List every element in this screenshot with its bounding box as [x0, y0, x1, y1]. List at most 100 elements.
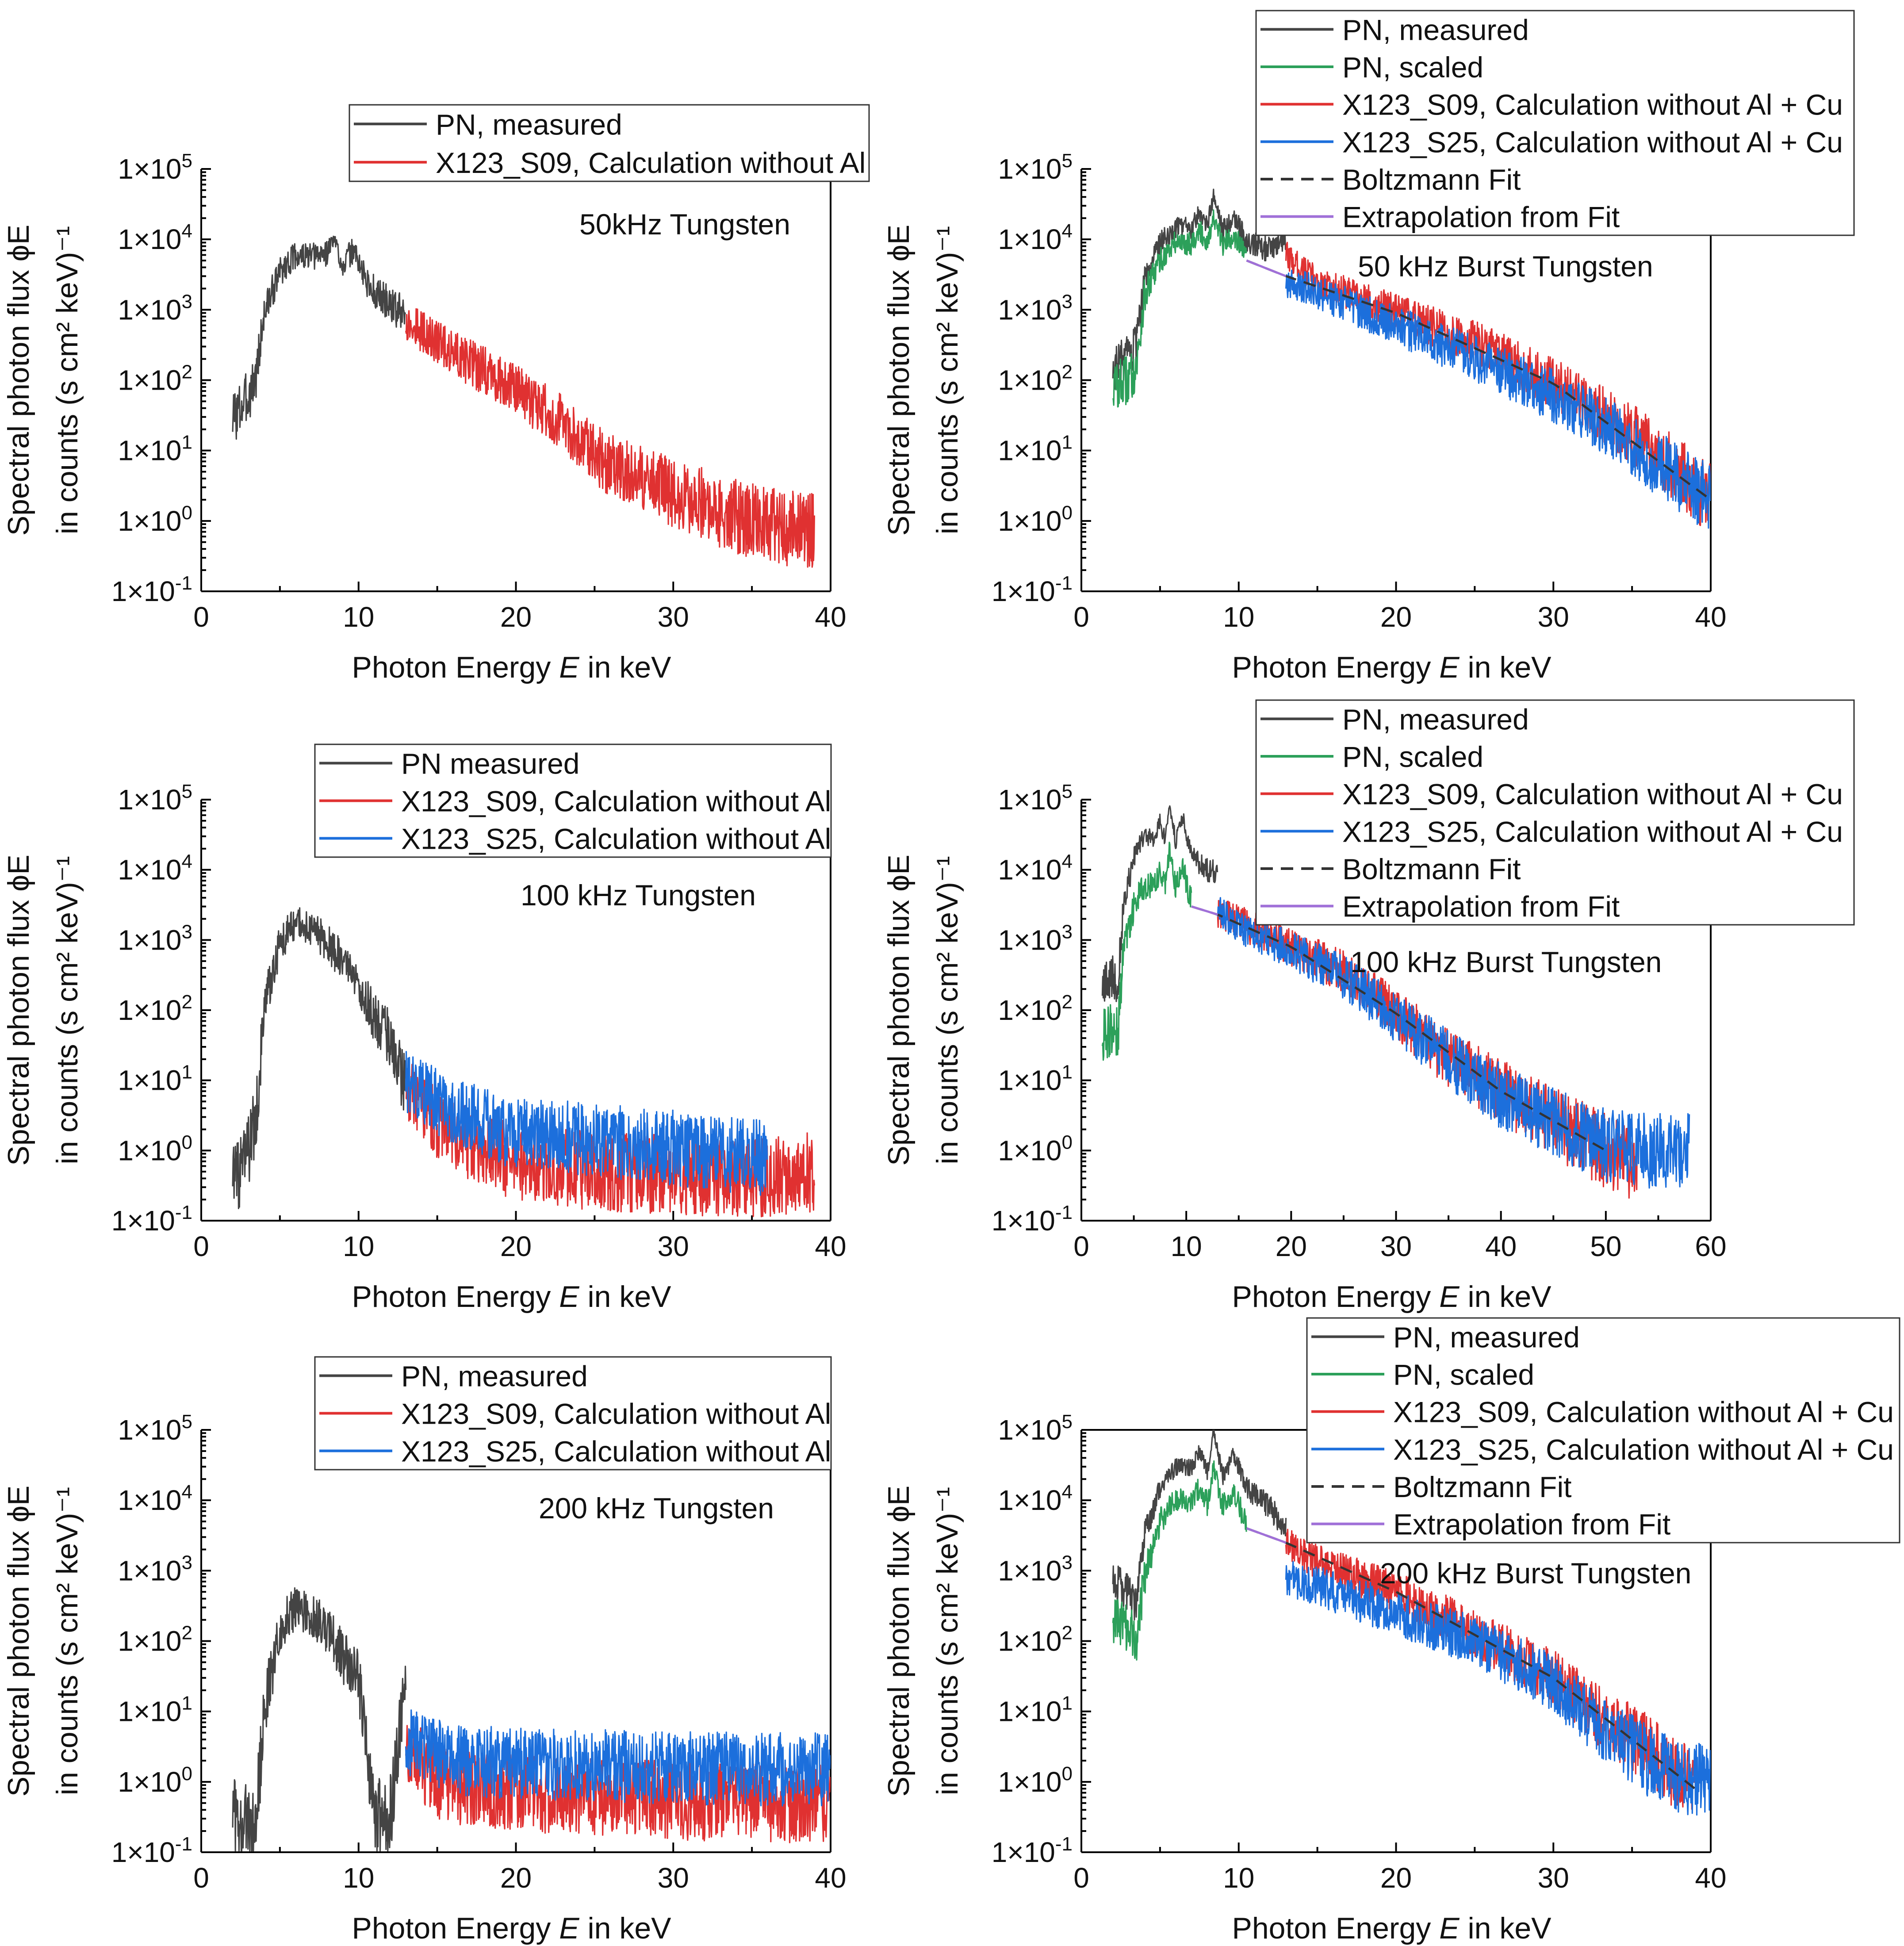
x-tick-label: 30 [658, 1862, 689, 1894]
legend: PN, measured PN, scaled X123_S09, Calculat… [1306, 1317, 1900, 1544]
panel-title: 100 kHz Tungsten [521, 879, 756, 912]
x-tick-label: 30 [658, 1230, 689, 1262]
legend-entry: Boltzmann Fit [1342, 163, 1521, 196]
y-tick-label: 1×102 [998, 361, 1073, 396]
x-axis-title: Photon Energy E in keV [352, 1912, 671, 1945]
x-tick-label: 50 [1590, 1230, 1621, 1262]
y-tick-label: 1×103 [118, 1551, 192, 1586]
legend-entry: PN, scaled [1393, 1358, 1534, 1391]
y-tick-label: 1×104 [998, 1481, 1073, 1516]
y-tick-label: 1×102 [118, 1622, 192, 1657]
legend-entry: X123_S25, Calculation without Al [401, 1435, 831, 1468]
legend-entry: PN measured [401, 747, 580, 780]
legend-entry: X123_S25, Calculation without Al + Cu [1342, 126, 1843, 158]
series-line-boltzmann-fit [1246, 259, 1711, 501]
x-tick-label: 30 [1538, 601, 1569, 633]
x-tick-label: 40 [815, 1862, 846, 1894]
legend-entry: PN, measured [1342, 703, 1529, 735]
data-layer [232, 235, 815, 568]
x-tick-label: 20 [500, 601, 532, 633]
series-line-pn-scaled [1101, 842, 1192, 1061]
series-line-extrapolation [1191, 905, 1218, 916]
y-tick-label: 1×102 [998, 1622, 1073, 1657]
y-axis-title: Spectral photon flux ϕE [882, 225, 916, 536]
y-axis-title-units: in counts (s cm² keV)⁻¹ [50, 856, 84, 1164]
legend-frame [1306, 1317, 1900, 1544]
y-axis-title: Spectral photon flux ϕE [2, 225, 35, 536]
x-tick-label: 10 [1223, 1862, 1254, 1894]
y-tick-label: 1×103 [998, 1551, 1073, 1586]
x-axis-title: Photon Energy E in keV [1232, 1280, 1552, 1314]
series-line-pn-measured [232, 235, 406, 440]
legend-entry: X123_S09, Calculation without Al [436, 146, 866, 179]
legend: PN measured X123_S09, Calculation without… [314, 743, 832, 858]
y-tick-label: 1×105 [118, 1411, 192, 1446]
y-tick-label: 1×100 [118, 502, 192, 537]
legend-entry: X123_S25, Calculation without Al + Cu [1393, 1433, 1894, 1466]
y-tick-label: 1×105 [998, 781, 1073, 816]
series-line-pn-measured [1101, 805, 1218, 1002]
legend-entry: PN, scaled [1342, 51, 1483, 84]
series-line-x123-s25 [1285, 1561, 1711, 1816]
legend-entry: Extrapolation from Fit [1393, 1508, 1670, 1541]
y-tick-label: 1×10-1 [992, 1202, 1073, 1237]
y-axis-title: Spectral photon flux ϕE [882, 1486, 916, 1797]
y-tick-label: 1×101 [998, 432, 1073, 467]
legend-entry: X123_S09, Calculation without Al + Cu [1393, 1396, 1894, 1429]
x-tick-label: 10 [1223, 601, 1254, 633]
legend-entry: X123_S09, Calculation without Al [401, 785, 831, 818]
x-tick-label: 20 [1380, 601, 1412, 633]
x-axis-title: Photon Energy E in keV [352, 1280, 671, 1314]
x-tick-label: 0 [1073, 1230, 1089, 1262]
y-tick-label: 1×100 [998, 1131, 1073, 1166]
y-axis-title-units: in counts (s cm² keV)⁻¹ [50, 226, 84, 534]
y-tick-label: 1×101 [998, 1061, 1073, 1096]
legend: PN, measured PN, scaled X123_S09, Calculat… [1255, 699, 1855, 926]
legend-entry: X123_S09, Calculation without Al [401, 1398, 831, 1430]
legend-entry: Boltzmann Fit [1342, 853, 1521, 885]
legend-entry: PN, scaled [1342, 740, 1483, 773]
y-tick-label: 1×103 [118, 921, 192, 956]
y-tick-label: 1×100 [998, 1763, 1073, 1798]
y-tick-label: 1×102 [998, 991, 1073, 1026]
panel-title: 200 kHz Tungsten [539, 1492, 774, 1525]
panel-title: 100 kHz Burst Tungsten [1350, 946, 1662, 978]
legend-entry: PN, measured [401, 1360, 588, 1393]
x-tick-label: 40 [815, 601, 846, 633]
x-axis-title: Photon Energy E in keV [352, 651, 671, 684]
y-tick-label: 1×101 [118, 1061, 192, 1096]
chart-panel-6: 1×10-1 1×100 1×101 1×102 1×103 1×104 1×105 0 10 2… [882, 1317, 1900, 1945]
x-tick-label: 30 [1380, 1230, 1412, 1262]
legend-entry: X123_S09, Calculation without Al + Cu [1342, 778, 1843, 811]
legend-entry: PN, measured [436, 108, 622, 141]
y-tick-label: 1×104 [998, 851, 1073, 886]
y-axis-title-units: in counts (s cm² keV)⁻¹ [50, 1487, 84, 1795]
y-axis-title-units: in counts (s cm² keV)⁻¹ [931, 856, 964, 1164]
data-layer [1101, 805, 1690, 1199]
y-tick-label: 1×105 [998, 150, 1073, 185]
y-tick-label: 1×105 [118, 781, 192, 816]
y-tick-label: 1×103 [118, 291, 192, 326]
series-line-pn-scaled [1112, 1460, 1247, 1661]
series-line-boltzmann-fit [1191, 905, 1607, 1152]
x-axis-title: Photon Energy E in keV [1232, 1912, 1552, 1945]
series-line-x123-s09 [405, 1064, 815, 1218]
x-tick-label: 40 [1695, 601, 1726, 633]
legend-frame [314, 1356, 832, 1471]
y-tick-label: 1×104 [118, 1481, 192, 1516]
legend-entry: X123_S25, Calculation without Al [401, 823, 831, 855]
y-tick-label: 1×104 [998, 220, 1073, 255]
legend-frame [314, 743, 832, 858]
legend: PN, measured X123_S09, Calculation withou… [314, 1356, 832, 1471]
data-layer [232, 907, 815, 1218]
x-tick-label: 20 [500, 1230, 532, 1262]
x-axis-title: Photon Energy E in keV [1232, 651, 1552, 684]
x-tick-label: 40 [1695, 1862, 1726, 1894]
legend-entry: Boltzmann Fit [1393, 1471, 1571, 1503]
chart-panel-3: 1×10-1 1×100 1×101 1×102 1×103 1×104 1×105 0 10 2… [2, 743, 847, 1314]
legend-frame [349, 104, 870, 182]
legend-entry: Extrapolation from Fit [1342, 201, 1620, 234]
series-line-x123-s25 [1217, 897, 1690, 1189]
y-tick-label: 1×103 [998, 291, 1073, 326]
